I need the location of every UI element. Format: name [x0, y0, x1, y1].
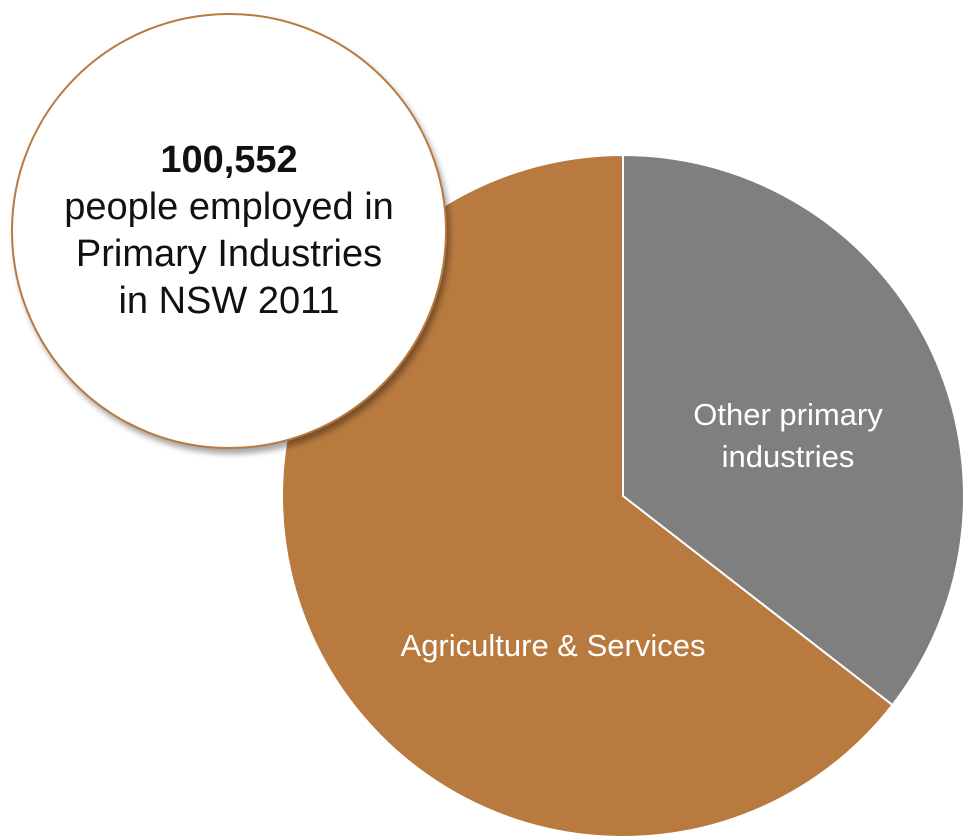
slice-label-1: Agriculture & Services [401, 628, 706, 663]
slice-label-0: Other primary industries [693, 397, 883, 474]
pie-labels: Other primary industries Agriculture & Ser… [401, 397, 884, 663]
callout-value: 100,552 [160, 139, 298, 181]
pie-slice-other-primary-industries [622, 154, 963, 706]
employment-callout: 100,552 people employed in Primary Indus… [11, 13, 447, 449]
callout-text: people employed in Primary Industries in… [64, 186, 394, 322]
